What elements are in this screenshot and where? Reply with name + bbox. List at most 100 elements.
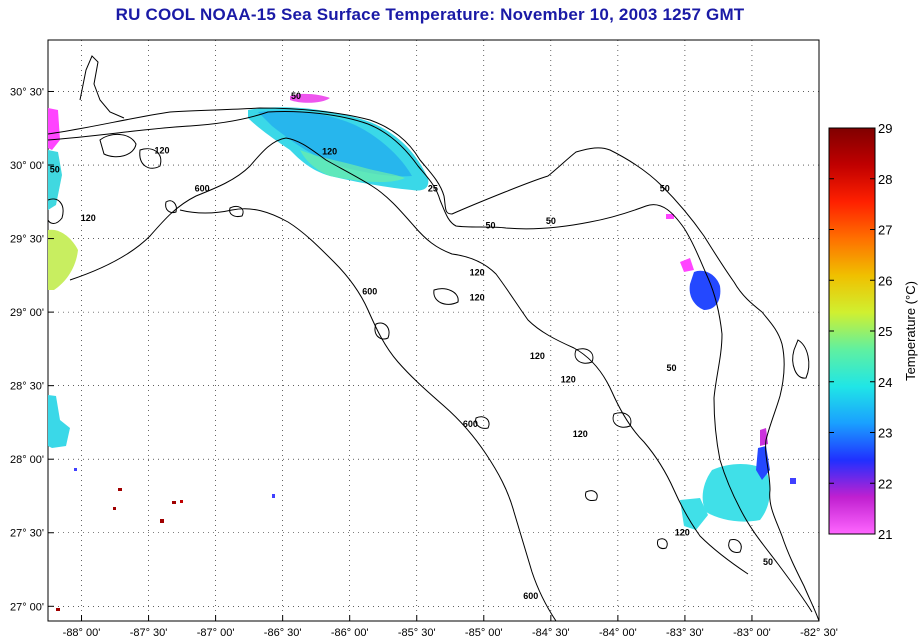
sst-patch-tampa-west [680,498,708,530]
contour-depth-label: 50 [546,216,556,226]
colorbar-tick-label: 26 [878,273,892,288]
axes: 30° 30' 30° 00' 29° 30' 29° 00' 28° 30' 28° 0… [10,86,838,639]
contour-loop [475,416,490,429]
contour-depth-label: 120 [154,145,169,155]
contour-loop [657,538,668,549]
colorbar-title: Temperature (°C) [903,281,918,381]
sst-patch-panhandle-magenta [290,93,330,103]
lon-tick-label: -87° 00' [197,627,235,639]
contour-depth-label: 120 [675,528,690,538]
contour-depth-label: 50 [660,184,670,194]
lon-tick-label: -88° 00' [63,627,101,639]
contour-depth-label: 50 [50,164,60,174]
sst-speck [790,478,796,484]
lon-tick-label: -83° 30' [666,627,704,639]
contour-depth-label: 25 [428,184,438,194]
contour-depth-label: 600 [195,184,210,194]
contour-depth-label: 120 [530,351,545,361]
contour-loop [139,148,162,169]
sst-speck [180,500,183,503]
sst-speck [272,494,275,498]
contour-depth-label: 120 [573,429,588,439]
contour-depth-label: 600 [523,591,538,601]
colorbar-tick-label: 29 [878,121,892,136]
lon-tick-label: -84° 00' [599,627,637,639]
contour-depth-label: 50 [291,91,301,101]
sst-speck [172,501,176,504]
graticule [48,40,820,621]
colorbar-tick-label: 24 [878,375,892,390]
contour-depth-label: 120 [322,147,337,157]
sst-speck [666,214,674,219]
lon-tick-label: -83° 00' [733,627,771,639]
sst-patch-west-green [48,229,78,290]
contour-depth-label: 120 [561,375,576,385]
contour-depth-label: 50 [763,557,773,567]
colorbar-tick-label: 28 [878,172,892,187]
contour-depth-label: 120 [470,292,485,302]
colorbar-tick-label: 21 [878,527,892,542]
contour-labels: 50 120 120 600 120 50 25 50 50 50 120 120 600 120 120 5… [50,91,773,601]
contour-loop [99,134,137,158]
contour-depth-label: 600 [463,419,478,429]
sst-patch-bigbend [689,270,721,310]
contour-50m [48,111,813,613]
contour-delta [48,198,64,224]
contour-delta [79,55,125,119]
sst-speck [56,608,60,611]
sst-patch-panhandle-inner [258,110,412,177]
sst-speck [160,519,164,523]
lon-tick-label: -85° 00' [465,627,503,639]
lat-tick-label: 29° 30' [10,234,44,246]
colorbar-gradient [828,127,876,535]
colorbar-tick-label: 27 [878,223,892,238]
contour-loop [433,288,459,305]
lat-tick-label: 27° 00' [10,601,44,613]
map-frame [47,39,820,622]
contour-loop [728,539,742,553]
sst-speck [113,507,116,510]
contour-depth-label: 120 [470,267,485,277]
lat-tick-label: 30° 00' [10,160,44,172]
colorbar-tick-label: 22 [878,476,892,491]
lat-tick-label: 29° 00' [10,307,44,319]
contour-loop [792,339,810,379]
sst-speck [74,468,77,471]
lat-tick-label: 28° 00' [10,454,44,466]
lat-tick-label: 28° 30' [10,381,44,393]
contour-loop [585,490,598,501]
sst-patch-bigbend-magenta [680,258,694,272]
sst-data-layer [48,93,796,611]
lat-tick-label: 30° 30' [10,86,44,98]
lon-tick-label: -86° 00' [331,627,369,639]
contour-600m [179,208,557,621]
sst-speck [118,488,122,491]
contour-depth-label: 120 [81,213,96,223]
contour-loop [229,205,244,217]
lat-tick-label: 27° 30' [10,528,44,540]
coastline [48,107,819,621]
contour-loop [612,412,632,428]
sst-patch-tampa [702,464,770,522]
contour-depth-label: 50 [666,363,676,373]
contour-depth-label: 50 [485,220,495,230]
bathymetry-contours [48,55,819,621]
map-title: RU COOL NOAA-15 Sea Surface Temperature:… [115,5,745,24]
contour-loop [574,348,594,364]
lon-tick-label: -86° 30' [264,627,302,639]
colorbar-ticks: 29 28 27 26 25 24 23 22 21 [829,121,892,542]
lon-tick-label: -87° 30' [130,627,168,639]
contour-depth-label: 600 [362,286,377,296]
sst-patch-panhandle-green [300,150,405,183]
colorbar-tick-label: 23 [878,426,892,441]
sst-patch-west-low [48,395,70,448]
lon-tick-label: -82° 30' [800,627,838,639]
contour-loop [374,322,390,340]
contour-loop [165,200,177,213]
contour-120m [69,137,749,575]
colorbar: 29 28 27 26 25 24 23 22 21 Temperature (°C) [828,121,918,542]
lon-tick-label: -85° 30' [398,627,436,639]
lon-tick-label: -84° 30' [532,627,570,639]
colorbar-tick-label: 25 [878,324,892,339]
